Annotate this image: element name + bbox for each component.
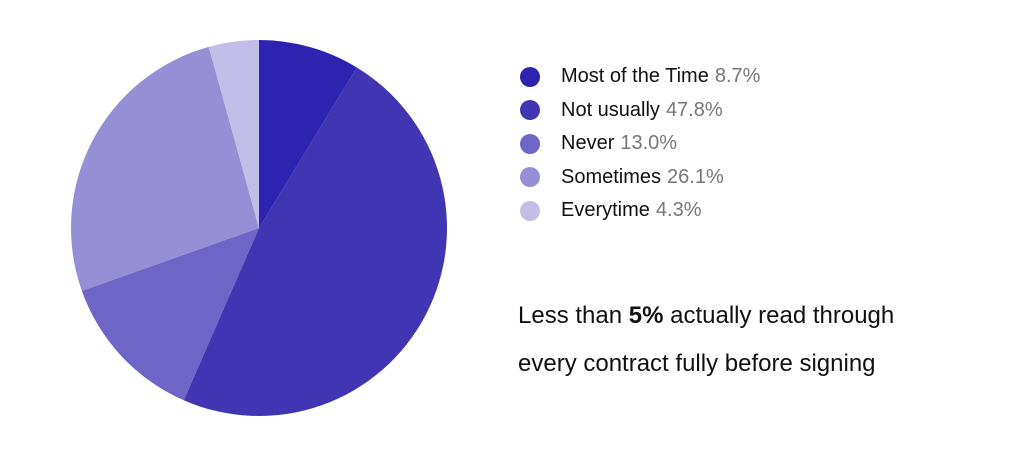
legend-percent: 8.7% [714,65,761,88]
legend-swatch [520,200,540,221]
legend-label: Never [561,132,615,155]
legend-item-most-of-the-time: Most of the Time 8.7% [520,60,760,94]
legend-swatch [520,133,540,154]
pie-slice-never [81,228,259,401]
pie-slice-not-usually [183,67,447,416]
legend-swatch [520,100,540,121]
pie-chart [71,40,447,416]
annotation-text: Less than 5% actually read through every… [518,292,894,388]
annotation-line-2: every contract fully before signing [518,350,876,377]
legend-label: Sometimes [561,165,662,188]
annotation-line-1: Less than 5% actually read through [518,292,894,340]
annotation-text-part: Less than [518,302,629,329]
pie-slice-everytime [208,40,259,228]
annotation-text-part: actually read through [663,302,895,329]
legend-label: Not usually [561,98,660,121]
legend-item-not-usually: Not usually 47.8% [520,94,760,128]
annotation-highlight: 5% [628,302,664,329]
legend-swatch [520,66,540,87]
legend-item-sometimes: Sometimes 26.1% [520,161,760,195]
legend: Most of the Time 8.7% Not usually 47.8% … [520,60,760,228]
legend-item-everytime: Everytime 4.3% [520,194,760,228]
legend-percent: 4.3% [655,199,702,222]
legend-percent: 47.8% [665,98,723,121]
legend-swatch [520,167,540,188]
legend-label: Everytime [561,199,650,222]
pie-slice-most-of-the-time [259,40,357,228]
legend-percent: 13.0% [620,132,678,155]
legend-percent: 26.1% [667,165,724,188]
legend-label: Most of the Time [561,65,709,88]
pie-slice-sometimes [71,46,259,291]
legend-item-never: Never 13.0% [520,127,760,161]
